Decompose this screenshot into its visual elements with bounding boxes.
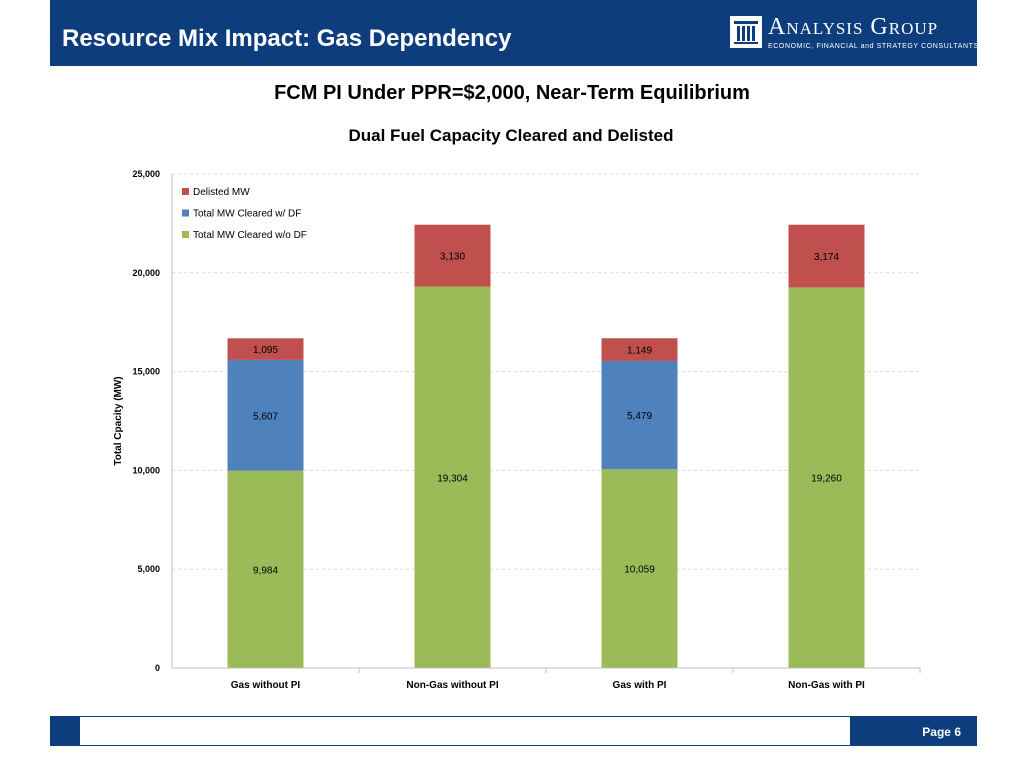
- bar-segment: [227, 470, 304, 668]
- slide-title: Resource Mix Impact: Gas Dependency: [62, 25, 512, 52]
- legend-label: Delisted MW: [193, 187, 250, 198]
- data-label: 10,059: [624, 565, 655, 576]
- x-tick-label: Gas with PI: [613, 680, 667, 691]
- legend-swatch: [182, 188, 189, 195]
- bar-segment: [227, 359, 304, 471]
- data-label: 1,149: [627, 346, 652, 357]
- bars: [227, 224, 865, 668]
- bar-segment: [414, 224, 491, 287]
- data-label: 5,479: [627, 411, 652, 422]
- page-number: Page 6: [922, 725, 961, 739]
- data-label: 5,607: [253, 411, 278, 422]
- x-tick-label: Gas without PI: [231, 680, 301, 691]
- bar-segment: [601, 338, 678, 361]
- legend-label: Total MW Cleared w/ DF: [193, 209, 301, 220]
- data-label: 19,260: [811, 474, 842, 485]
- bar-segment: [227, 338, 304, 360]
- legend-swatch: [182, 209, 189, 217]
- y-tick-label: 5,000: [137, 564, 160, 574]
- building-columns-icon: [730, 16, 762, 48]
- data-labels: 9,984 5,607 1,095 19,304 3,130 10,059 5,479 1,1…: [253, 252, 842, 577]
- x-tick-label: Non-Gas with PI: [788, 680, 865, 691]
- legend-swatch: [182, 231, 189, 238]
- data-label: 3,130: [440, 252, 465, 263]
- data-label: 3,174: [814, 252, 839, 263]
- y-axis-title: Total Cpacity (MW): [113, 376, 124, 465]
- data-label: 1,095: [253, 345, 278, 356]
- logo-wordmark: Analysis Group: [768, 14, 939, 40]
- y-tick-label: 25,000: [132, 169, 160, 179]
- legend: Delisted MW Total MW Cleared w/ DF Total M…: [182, 187, 307, 241]
- chart: Dual Fuel Capacity Cleared and Delisted …: [113, 126, 921, 691]
- data-label: 19,304: [437, 473, 468, 484]
- y-tick-label: 0: [155, 663, 160, 673]
- footer-page-block: Page 6: [850, 716, 977, 746]
- y-axis: 0 5,000 10,000 15,000 20,000 25,000: [132, 169, 173, 673]
- x-tick-label: Non-Gas without PI: [406, 680, 498, 691]
- bar-segment: [601, 360, 678, 470]
- slide-subtitle: FCM PI Under PPR=$2,000, Near-Term Equil…: [274, 82, 750, 104]
- chart-title: Dual Fuel Capacity Cleared and Delisted: [349, 126, 674, 145]
- logo-tagline: ECONOMIC, FINANCIAL and STRATEGY CONSULT…: [768, 43, 979, 50]
- bar-segment: [788, 224, 865, 288]
- y-tick-label: 20,000: [132, 268, 160, 278]
- bar-segment: [788, 287, 865, 668]
- gridlines: [172, 173, 920, 570]
- x-axis: Gas without PI Non-Gas without PI Gas with…: [172, 667, 921, 691]
- y-tick-label: 15,000: [132, 367, 160, 377]
- header-bar: Resource Mix Impact: Gas Dependency Anal…: [50, 0, 979, 66]
- data-label: 9,984: [253, 565, 278, 576]
- footer-left-block: [50, 716, 79, 746]
- footer-bar: [79, 716, 851, 746]
- bar-segment: [601, 469, 678, 668]
- legend-label: Total MW Cleared w/o DF: [193, 230, 307, 241]
- y-tick-label: 10,000: [132, 465, 160, 475]
- bar-segment: [414, 286, 491, 668]
